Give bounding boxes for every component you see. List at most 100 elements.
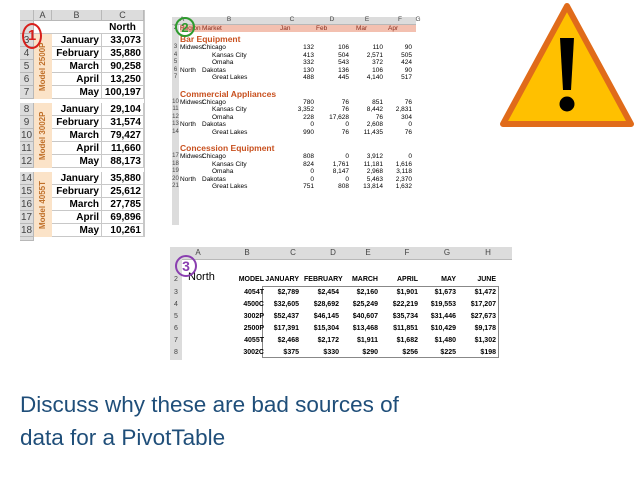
value-cell: 90 [404,66,412,74]
month-cell: May [52,86,102,99]
region-cell: Midwest [180,44,204,51]
market-cell: Kansas City [212,160,247,168]
value-cell: $256 [402,349,418,356]
cell-blank [52,21,102,34]
value-cell: 13,814 [363,183,383,190]
value-cell: 0 [310,175,314,183]
value-cell: $13,468 [352,325,378,332]
value-cell: 106 [372,66,383,74]
row-number: 2 [174,276,178,283]
row-number: 13 [172,121,179,127]
column-header: A [195,248,201,257]
month-cell: March [52,60,102,73]
column-title: MAY [441,276,456,283]
value-cell: 851 [372,98,383,106]
header-row-fill [180,25,416,32]
market-cell: Dakotas [202,121,226,128]
row-number: 6 [173,66,178,73]
value-cell: $2,454 [317,289,339,296]
value-cell: 990 [303,128,314,136]
row-number: 10 [20,129,34,142]
value-cell: 106 [338,44,349,51]
spreadsheet-1: A B C North 3 January 33,073 4 February 35,880 5 Ma… [20,10,150,256]
market-cell: Chicago [202,44,226,51]
month-cell: March [52,129,102,142]
value-cell: 76 [404,98,412,106]
caption-line-2: data for a PivotTable [20,425,226,450]
value-cell: $40,607 [352,313,378,320]
column-header: B [244,248,250,257]
column-title: MODEL [238,276,264,283]
row-number: 8 [20,103,34,116]
spreadsheet-3: A B C D E F G H 2 North MODEL JANUARY FEBRUARY MARCH A… [170,247,512,360]
value-cell: 110 [372,44,383,51]
value-cell: $32,605 [273,301,299,308]
value-cell: 0 [345,121,349,128]
value-cell: $330 [323,349,339,356]
column-header: B [226,16,232,23]
model-band: Model 4055T [34,172,52,237]
value-cell: 824 [303,160,314,168]
row-number: 4 [173,51,178,58]
row-number [20,237,34,241]
value-cell: 76 [341,128,349,136]
region-cell: Midwest [180,153,204,160]
row-number: 9 [20,116,34,129]
value-cell: $27,673 [470,313,496,320]
value-cell: 228 [303,113,314,121]
row-number: 18 [172,160,179,167]
value-cell: 8,442 [366,106,383,113]
row-number: 5 [20,60,34,73]
value-cell: 0 [408,153,412,160]
region-cell: North [180,66,196,74]
month-cell: January [52,103,102,116]
row-number: 7 [173,74,178,80]
row-number: 7 [20,86,34,99]
value-cell: 413 [303,51,314,59]
row-number: 18 [20,224,34,237]
value-cell: $375 [283,349,299,356]
model-cell: 4054T [244,289,264,296]
value-cell: 0 [345,175,349,183]
row-number: 3 [174,289,178,296]
section-title: Concession Equipment [180,143,275,153]
column-title: MARCH [351,276,378,283]
region-cell: North [180,175,196,183]
value-cell: 11,660 [102,142,144,155]
row-number: 14 [172,128,179,135]
month-cell: April [52,211,102,224]
warning-icon [497,0,637,134]
value-cell: 543 [338,59,349,66]
value-cell: 0 [345,153,349,160]
market-cell: Dakotas [202,66,226,74]
market-cell: Chicago [202,153,226,160]
region-cell: North [180,121,196,128]
row-number: 20 [172,175,179,182]
month-cell: February [52,47,102,60]
spreadsheet-2: A B C D E F G Region Market Jan Feb Mar Apr 2 Bar Equi… [172,16,421,225]
row-number: 21 [172,183,179,189]
column-header-bar [172,17,416,25]
column-header: C [290,248,296,257]
row-number: 5 [174,313,178,320]
column-title: JUNE [477,276,496,283]
month-cell: April [52,73,102,86]
column-header: G [415,16,421,23]
column-header [20,10,34,21]
row-number: 15 [20,185,34,198]
value-cell: 8,147 [332,168,349,175]
model-cell: 2500P [243,325,264,332]
value-cell: 808 [303,153,314,160]
row-number: 17 [20,211,34,224]
section-title: Commercial Appliances [180,88,277,99]
column-header: C [102,10,144,21]
column-title: FEBRUARY [304,276,343,283]
value-cell: $52,437 [273,313,299,320]
row-number: 6 [174,325,178,332]
slide-caption: Discuss why these are bad sources of dat… [20,388,540,454]
month-cell: May [52,224,102,237]
value-cell: 13,250 [102,73,144,86]
market-cell: Omaha [212,168,234,175]
value-cell: 90,258 [102,60,144,73]
value-cell: $15,304 [313,325,339,332]
